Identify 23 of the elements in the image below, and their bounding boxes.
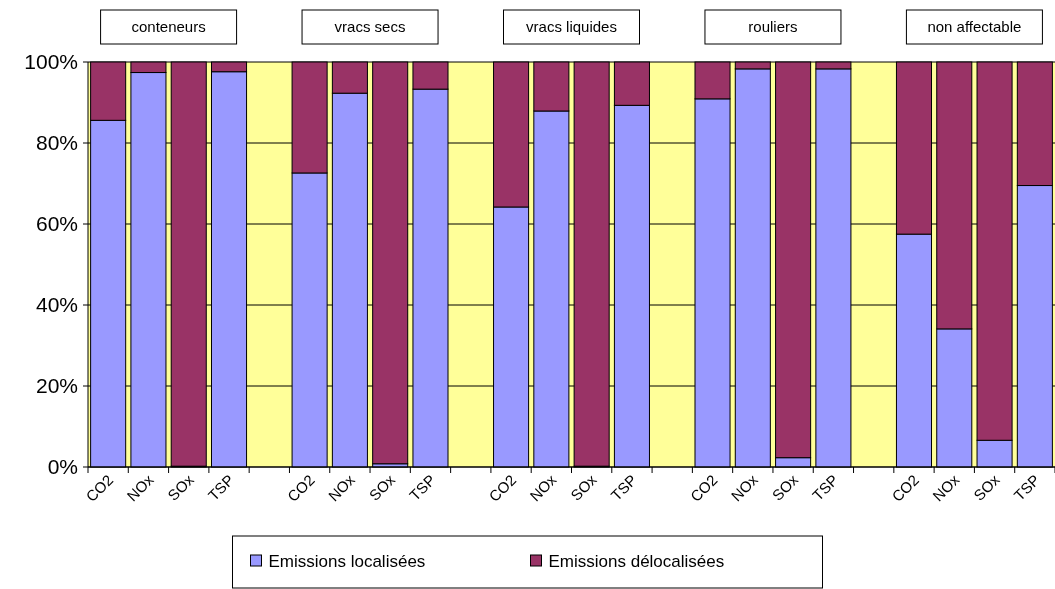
legend-label: Emissions localisées xyxy=(268,551,426,571)
x-tick-label: SOx xyxy=(567,470,601,504)
text: rouliers xyxy=(748,18,798,36)
text: vracs secs xyxy=(334,18,406,36)
text: vracs liquides xyxy=(526,18,617,36)
text: conteneurs xyxy=(131,18,206,36)
text: non affectable xyxy=(927,18,1022,36)
x-tick-label: TSP xyxy=(1010,471,1043,504)
y-tick-label: 80% xyxy=(35,131,78,155)
y-tick-label: 60% xyxy=(35,212,78,236)
x-tick-label: SOx xyxy=(768,470,802,504)
x-tick-label: TSP xyxy=(808,471,842,504)
x-tick-label: SOx xyxy=(970,470,1004,504)
y-tick-label: 40% xyxy=(35,293,78,317)
x-tick-label: TSP xyxy=(405,471,439,504)
x-tick-label: TSP xyxy=(607,471,641,504)
y-tick-label: 0% xyxy=(47,455,78,479)
legend-label: Emissions délocalisées xyxy=(548,551,725,571)
x-tick-label: SOx xyxy=(365,470,399,504)
x-tick-label: TSP xyxy=(204,471,238,504)
y-tick-label: 20% xyxy=(35,374,78,398)
y-tick-label: 100% xyxy=(24,50,78,74)
x-tick-label: SOx xyxy=(164,470,198,504)
